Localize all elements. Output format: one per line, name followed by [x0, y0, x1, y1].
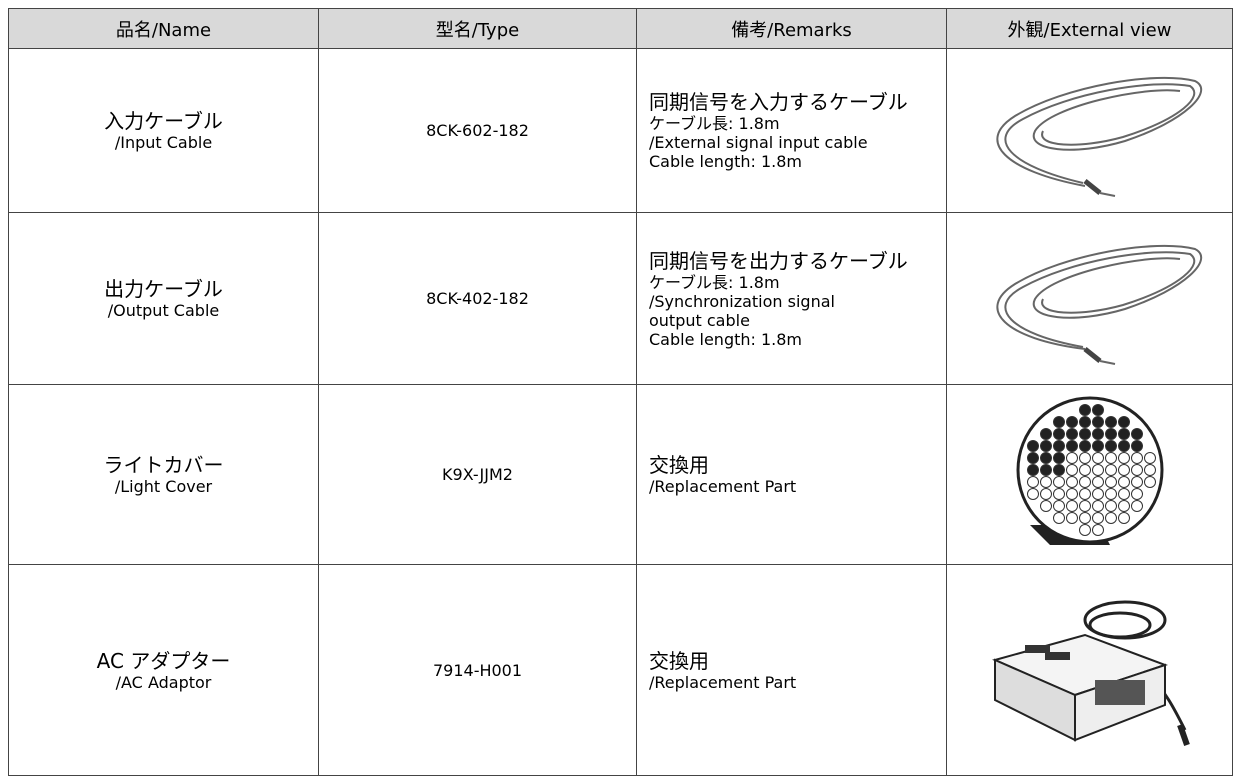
header-cell: 外観/External view: [946, 8, 1233, 49]
name-en: /AC Adaptor: [115, 672, 212, 692]
type: 8CK-602-182: [426, 121, 529, 140]
header-cell: 型名/Type: [318, 8, 637, 49]
name-cell: 入力ケーブル/Input Cable: [8, 48, 319, 213]
remark-line: /Replacement Part: [649, 672, 797, 692]
remarks-cell: 同期信号を入力するケーブル ケーブル長: 1.8m/External signal…: [636, 48, 947, 213]
header-cell: 備考/Remarks: [636, 8, 947, 49]
type-cell: 8CK-602-182: [318, 48, 637, 213]
adaptor-image: [991, 600, 1190, 746]
type: 8CK-402-182: [426, 289, 529, 308]
type-cell: 8CK-402-182: [318, 212, 637, 385]
remark-line: Cable length: 1.8m: [649, 329, 803, 349]
name-en: /Light Cover: [114, 477, 213, 496]
remark-line: Cable length: 1.8m: [649, 152, 803, 171]
name-ja: 入力ケーブル: [104, 109, 223, 133]
remark-line: /Synchronization signal: [649, 291, 835, 311]
name-ja: AC アダプター: [96, 648, 231, 673]
name-en: /Output Cable: [107, 301, 220, 320]
light-cover-image: [1016, 396, 1163, 545]
name-ja: ライトカバー: [103, 453, 224, 477]
type: 7914-H001: [432, 660, 523, 680]
remark-line: /Replacement Part: [649, 477, 797, 496]
name-ja: 出力ケーブル: [104, 277, 223, 301]
type-cell: K9X-JJM2: [318, 384, 637, 565]
remark-line: ケーブル長: 1.8m: [649, 272, 780, 292]
name-cell: 出力ケーブル/Output Cable: [8, 212, 319, 385]
name-en: /Input Cable: [114, 133, 213, 152]
remarks-cell: 交換用/Replacement Part: [636, 384, 947, 565]
name-cell: ライトカバー/Light Cover: [8, 384, 319, 565]
name-cell: AC アダプター/AC Adaptor: [8, 564, 319, 776]
row: ライトカバー/Light Cover K9X-JJM2 交換用/Replacemen…: [8, 384, 1233, 565]
header-cell: 品名/Name: [8, 8, 319, 49]
image-cell: [946, 212, 1233, 385]
row: AC アダプター/AC Adaptor 7914-H001 交換用/Replacem…: [8, 564, 1233, 776]
cable-image: [995, 76, 1202, 197]
remark-line: ケーブル長: 1.8m: [649, 114, 780, 133]
remark-line: 同期信号を入力するケーブル: [649, 90, 908, 114]
header-row: 品名/Name 型名/Type 備考/Remarks 外観/External view: [8, 8, 1233, 49]
remarks-cell: 交換用/Replacement Part: [636, 564, 947, 776]
type: K9X-JJM2: [442, 465, 513, 484]
image-cell: [946, 384, 1233, 565]
row: 入力ケーブル/Input Cable 8CK-602-182 同期信号を入力するケー…: [8, 48, 1233, 213]
image-cell: [946, 48, 1233, 213]
row: 出力ケーブル/Output Cable 8CK-402-182 同期信号を出力するケ…: [8, 212, 1233, 385]
type-cell: 7914-H001: [318, 564, 637, 776]
remark-line: 交換用: [649, 453, 709, 477]
remarks-cell: 同期信号を出力するケーブル ケーブル長: 1.8m/Synchronization…: [636, 212, 947, 385]
remark-line: /External signal input cable: [649, 133, 868, 152]
parts-table: 品名/Name 型名/Type 備考/Remarks 外観/External view…: [8, 8, 1233, 776]
remark-line: output cable: [649, 310, 750, 330]
image-cell: [946, 564, 1233, 776]
remark-line: 交換用: [649, 648, 709, 673]
cable-image: [995, 244, 1202, 365]
remark-line: 同期信号を出力するケーブル: [649, 248, 908, 273]
